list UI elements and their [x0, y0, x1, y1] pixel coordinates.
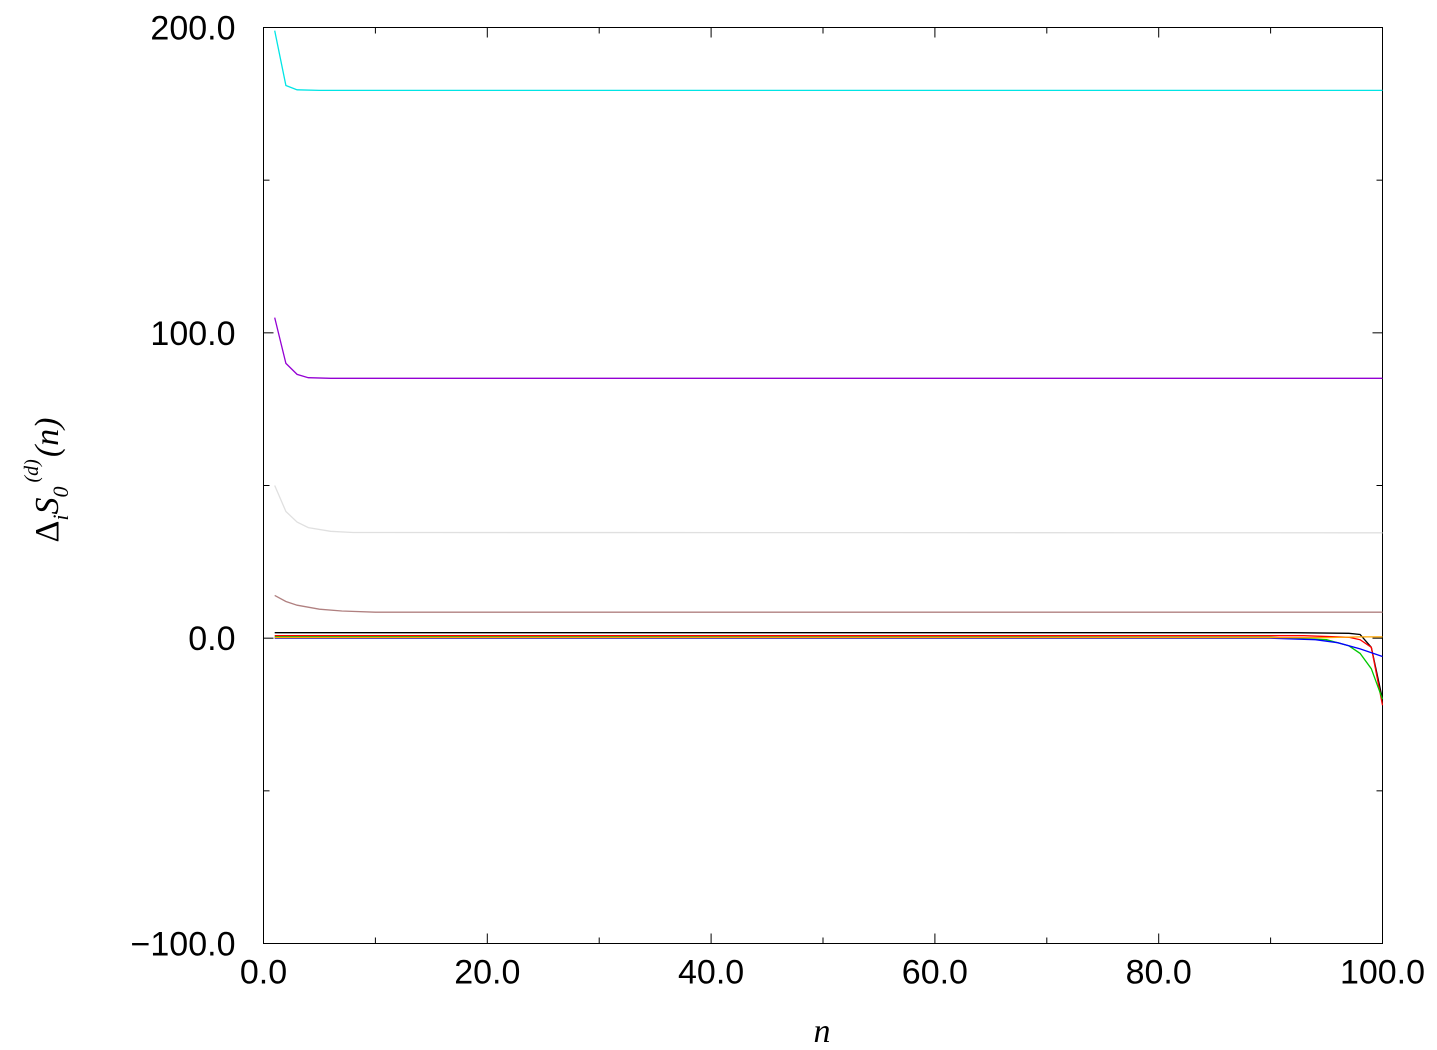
- series-line-3: [274, 485, 1383, 534]
- series-line-1: [274, 30, 1383, 92]
- x-tick-label: 0.0: [240, 954, 287, 992]
- x-tick-label: 60.0: [902, 954, 968, 992]
- y-label-sub-0: 0: [48, 486, 73, 497]
- x-tick-label: 80.0: [1126, 954, 1192, 992]
- y-tick-label: 100.0: [150, 315, 235, 353]
- y-axis-label: ΔiS0 (d)(n): [21, 418, 73, 543]
- axis-ticks: [263, 27, 1383, 944]
- y-label-delta: Δ: [29, 521, 66, 543]
- x-tick-label: 100.0: [1340, 954, 1425, 992]
- tick-labels: 0.0 20.0 40.0 60.0 80.0 100.0−100.00.0100.020…: [131, 10, 1426, 992]
- series-line-9: [274, 636, 1383, 639]
- series-line-8: [274, 637, 1383, 658]
- series-line-5: [274, 632, 1384, 700]
- series-line-6: [274, 635, 1384, 706]
- series-line-7: [274, 636, 1384, 700]
- y-label-sub-i: i: [48, 514, 73, 520]
- y-tick-label: −100.0: [131, 926, 236, 964]
- y-tick-label: 0.0: [188, 620, 235, 658]
- y-label-arg: (n): [29, 418, 66, 458]
- series-line-2: [274, 317, 1383, 379]
- y-label-s: S: [29, 497, 66, 514]
- x-tick-label: 20.0: [454, 954, 520, 992]
- y-tick-label: 200.0: [150, 10, 235, 48]
- series-line-4: [274, 594, 1383, 613]
- x-axis-label: n: [814, 1013, 831, 1050]
- x-tick-label: 40.0: [678, 954, 744, 992]
- y-label-sup-d: (d): [21, 459, 43, 483]
- series-lines: [274, 30, 1384, 706]
- plot-frame: [263, 27, 1383, 944]
